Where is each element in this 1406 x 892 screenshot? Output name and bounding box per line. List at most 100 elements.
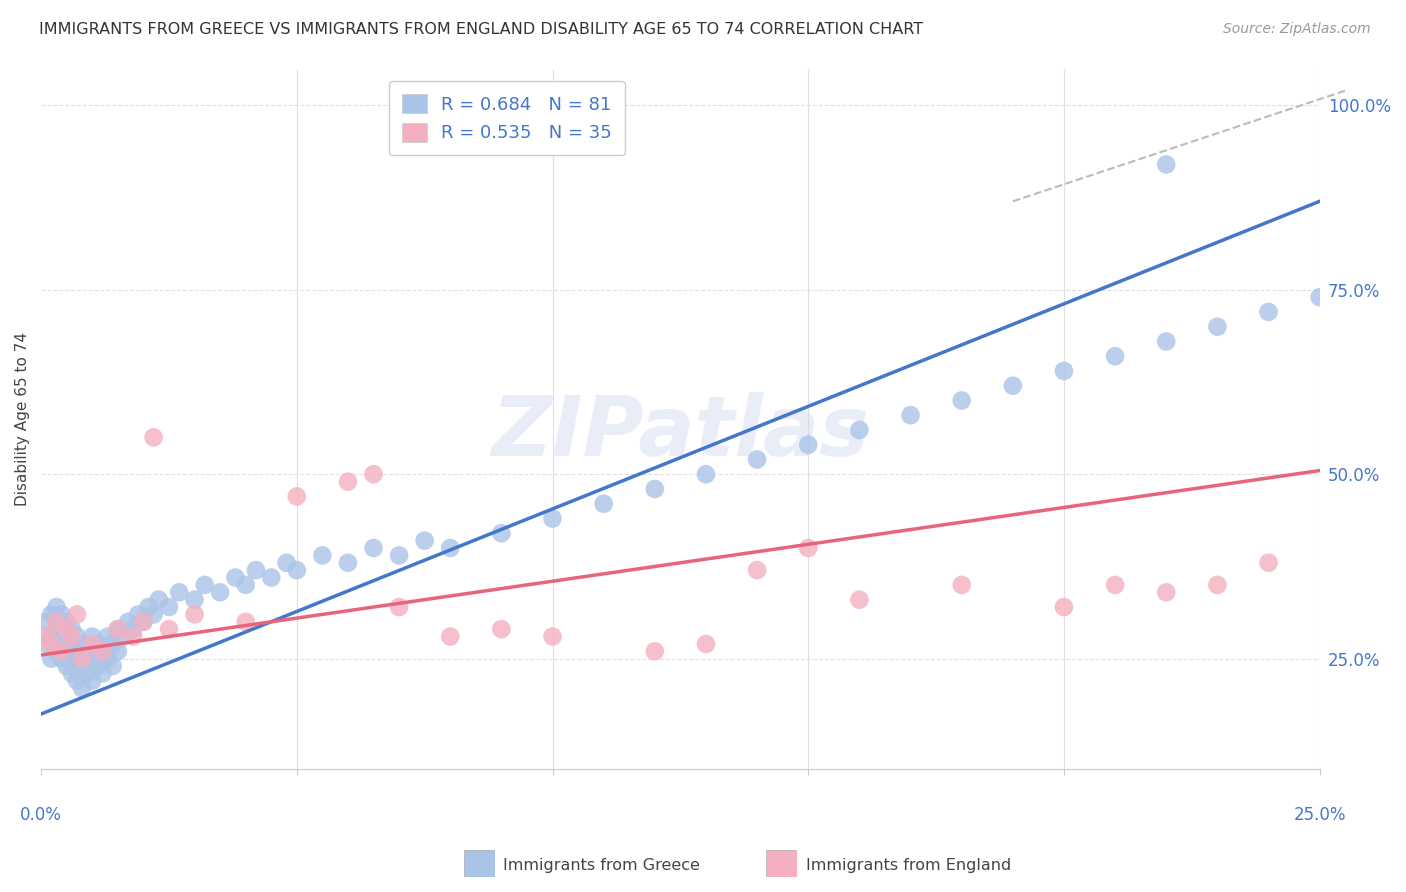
Point: [439, 541, 461, 555]
Point: [235, 615, 257, 629]
Point: [107, 622, 129, 636]
Point: [70, 659, 93, 673]
Point: [76, 644, 98, 658]
Point: [388, 600, 411, 615]
Point: [209, 585, 232, 599]
Point: [148, 592, 170, 607]
Point: [111, 630, 134, 644]
Point: [413, 533, 436, 548]
Point: [224, 570, 246, 584]
Point: [1104, 349, 1126, 363]
Point: [157, 600, 180, 615]
Point: [950, 393, 973, 408]
Point: [797, 541, 820, 555]
Legend: R = 0.684   N = 81, R = 0.535   N = 35: R = 0.684 N = 81, R = 0.535 N = 35: [389, 81, 624, 155]
Point: [82, 630, 104, 644]
Point: [1154, 334, 1177, 349]
Point: [285, 489, 308, 503]
Point: [276, 556, 298, 570]
Point: [167, 585, 190, 599]
Point: [491, 622, 513, 636]
Point: [45, 622, 67, 636]
Point: [127, 607, 149, 622]
Point: [194, 578, 217, 592]
Point: [183, 607, 205, 622]
Point: [35, 615, 58, 629]
Point: [51, 644, 73, 658]
Point: [41, 630, 63, 644]
Point: [51, 651, 73, 665]
Text: Immigrants from Greece: Immigrants from Greece: [503, 858, 700, 872]
Point: [70, 637, 93, 651]
Point: [122, 630, 145, 644]
Point: [45, 644, 67, 658]
Point: [86, 637, 108, 651]
Point: [55, 622, 77, 636]
Point: [45, 615, 67, 629]
Point: [132, 615, 155, 629]
Point: [55, 637, 77, 651]
Point: [1206, 578, 1229, 592]
Point: [311, 549, 333, 563]
Point: [644, 644, 666, 658]
Text: Source: ZipAtlas.com: Source: ZipAtlas.com: [1223, 22, 1371, 37]
Point: [745, 452, 768, 467]
Point: [245, 563, 267, 577]
Point: [285, 563, 308, 577]
Point: [70, 651, 93, 665]
Point: [260, 570, 283, 584]
Point: [695, 467, 717, 482]
Point: [66, 630, 89, 644]
Point: [41, 651, 63, 665]
Point: [363, 467, 385, 482]
Point: [235, 578, 257, 592]
Point: [1104, 578, 1126, 592]
Point: [66, 651, 89, 665]
Point: [797, 438, 820, 452]
Point: [101, 637, 124, 651]
Point: [950, 578, 973, 592]
Point: [745, 563, 768, 577]
Point: [35, 637, 58, 651]
Point: [1154, 585, 1177, 599]
Point: [138, 600, 160, 615]
Y-axis label: Disability Age 65 to 74: Disability Age 65 to 74: [15, 332, 30, 506]
Point: [695, 637, 717, 651]
Point: [491, 526, 513, 541]
Point: [1154, 157, 1177, 171]
Point: [541, 511, 564, 525]
Point: [157, 622, 180, 636]
Point: [51, 630, 73, 644]
Point: [60, 622, 83, 636]
Point: [91, 644, 114, 658]
Point: [91, 666, 114, 681]
Point: [388, 549, 411, 563]
Point: [439, 630, 461, 644]
Point: [1053, 600, 1076, 615]
Point: [848, 592, 870, 607]
Point: [142, 607, 165, 622]
Point: [1257, 556, 1279, 570]
Text: 0.0%: 0.0%: [20, 806, 62, 824]
Point: [336, 475, 359, 489]
Point: [101, 659, 124, 673]
Point: [70, 681, 93, 696]
Point: [51, 607, 73, 622]
Point: [132, 615, 155, 629]
Text: ZIPatlas: ZIPatlas: [492, 392, 869, 474]
Point: [82, 651, 104, 665]
Point: [60, 644, 83, 658]
Point: [45, 600, 67, 615]
Point: [1257, 305, 1279, 319]
Point: [363, 541, 385, 555]
Point: [142, 430, 165, 444]
Point: [117, 615, 139, 629]
Point: [592, 497, 614, 511]
Text: IMMIGRANTS FROM GREECE VS IMMIGRANTS FROM ENGLAND DISABILITY AGE 65 TO 74 CORREL: IMMIGRANTS FROM GREECE VS IMMIGRANTS FRO…: [39, 22, 924, 37]
Text: 25.0%: 25.0%: [1294, 806, 1346, 824]
Point: [35, 630, 58, 644]
Point: [97, 630, 120, 644]
Point: [66, 607, 89, 622]
Point: [97, 651, 120, 665]
Point: [541, 630, 564, 644]
